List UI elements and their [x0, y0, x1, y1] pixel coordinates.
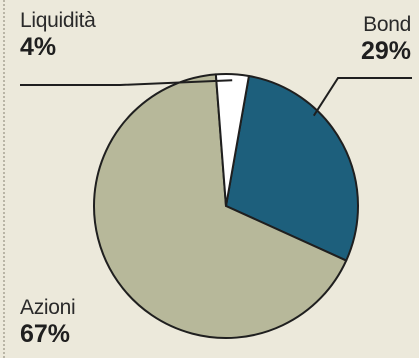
pie-slice-bond: [225, 75, 359, 262]
slice-percent-liquidita: 4%: [20, 33, 57, 61]
slice-label-azioni: Azioni 67%: [20, 296, 76, 348]
slice-name-azioni: Azioni: [20, 296, 76, 319]
slice-label-bond: Bond 29%: [361, 14, 411, 64]
slice-name-bond: Bond: [363, 13, 411, 36]
pie-slice-liquidit: [214, 73, 250, 207]
slice-name-liquidita: Liquidità: [20, 9, 96, 32]
slice-label-liquidita: Liquidità 4%: [20, 10, 96, 60]
pie-slice-azioni: [93, 73, 348, 339]
slice-percent-azioni: 67%: [20, 320, 71, 348]
leader-line-bond: [312, 77, 412, 117]
slice-percent-bond: 29%: [360, 37, 411, 65]
leader-line-liquidita: [20, 79, 233, 86]
dotted-border: [3, 0, 5, 358]
